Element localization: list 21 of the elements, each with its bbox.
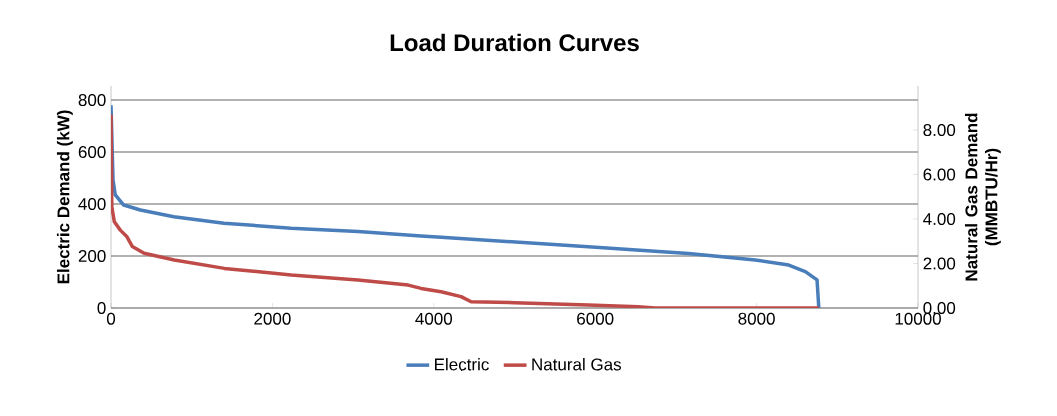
legend-label: Electric <box>435 357 489 371</box>
y-tick-label: 400 <box>78 197 106 211</box>
y2-tick-label: 8.00 <box>923 124 956 137</box>
chart-title: Load Duration Curves <box>390 33 639 52</box>
y-tick-label: 0 <box>97 301 106 315</box>
y2-tick-label: 4.00 <box>923 212 956 226</box>
y-tick-label: 600 <box>78 145 106 159</box>
x-tick-label: 0 <box>106 312 116 325</box>
y-tick-label: 800 <box>78 94 106 107</box>
y-tick-label: 200 <box>78 249 106 263</box>
y2-tick-label: 6.00 <box>923 168 956 181</box>
y2-tick-label: 0.00 <box>923 301 956 315</box>
y2-axis-title: Natural Gas Demand (MMBTU/Hr) <box>964 113 1001 281</box>
x-tick-label: 8000 <box>738 312 775 325</box>
x-tick-label: 10000 <box>895 312 941 325</box>
legend-label: Natural Gas <box>532 357 622 371</box>
x-tick-label: 2000 <box>254 312 291 325</box>
y-axis-title: Electric Demand (kW) <box>56 110 73 284</box>
x-tick-label: 4000 <box>415 312 453 325</box>
y2-tick-label: 2.00 <box>923 257 956 270</box>
x-tick-label: 6000 <box>577 312 614 325</box>
